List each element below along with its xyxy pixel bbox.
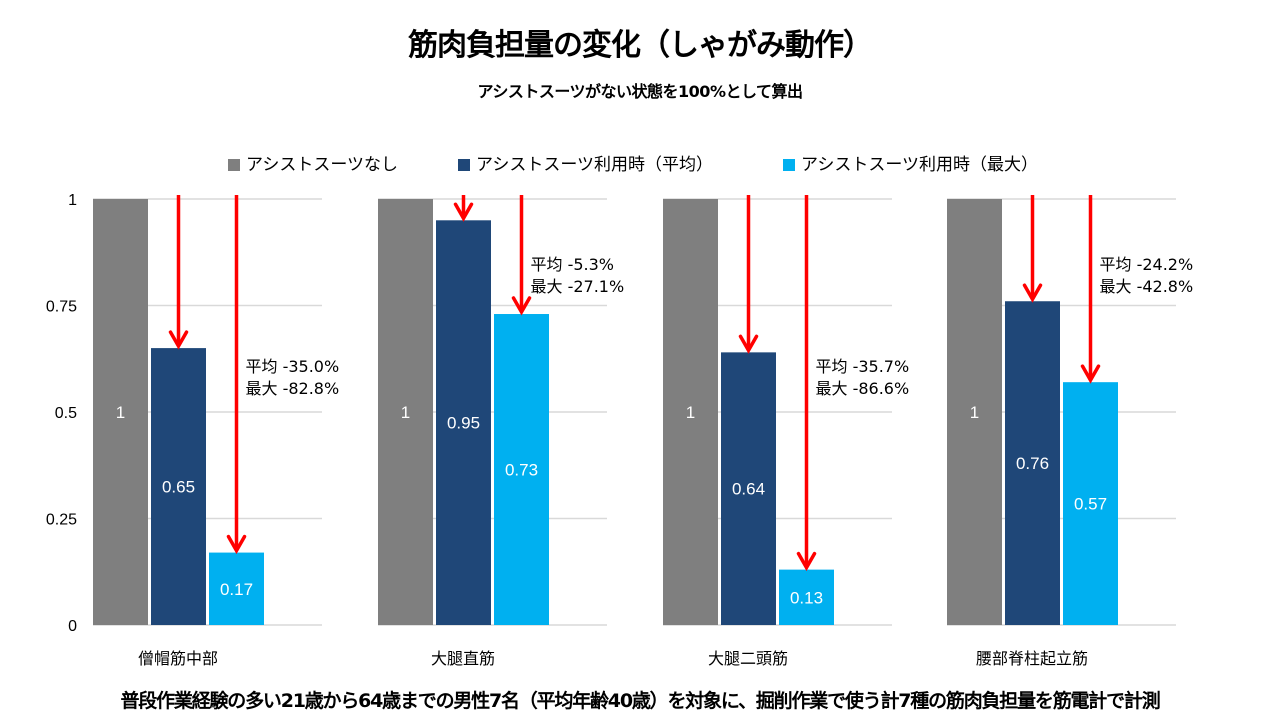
arrow-head-icon: [796, 551, 817, 572]
legend-swatch-average: [458, 159, 470, 171]
legend-swatch-max: [783, 159, 795, 171]
bar-1: [721, 352, 776, 625]
arrow-head-icon: [511, 296, 532, 316]
bar-2: [779, 569, 834, 625]
chart-subtitle: アシストスーツがない状態を100%として算出: [477, 82, 804, 101]
panel-3: 1 0.76 0.57 平均 -24.2% 最大 -42.8% 腰部脊柱起立筋: [947, 195, 1193, 668]
data-label: 0.95: [447, 414, 480, 433]
y-tick-label: 0.5: [55, 405, 77, 422]
chart-panels: 1 0.65 0.17 平均 -35.0% 最大 -82.8% 僧帽筋中部 1 0.95 0.7…: [93, 195, 1193, 668]
y-tick-label: 0.25: [46, 512, 77, 529]
category-label: 腰部脊柱起立筋: [976, 649, 1088, 668]
panel-0: 1 0.65 0.17 平均 -35.0% 最大 -82.8% 僧帽筋中部: [93, 195, 339, 668]
data-label: 0.76: [1016, 454, 1049, 473]
bar-0: [378, 199, 433, 625]
arrow-head-icon: [1080, 364, 1101, 384]
bar-1: [436, 220, 491, 626]
bar-2: [209, 552, 264, 625]
y-tick-label: 0: [68, 618, 77, 635]
legend-label-max: アシストスーツ利用時（最大）: [801, 155, 1038, 175]
bar-0: [947, 199, 1002, 625]
data-label: 0.17: [220, 580, 253, 599]
data-label: 0.64: [732, 480, 765, 499]
data-label: 0.73: [505, 461, 538, 480]
annotation-max: 最大 -82.8%: [246, 379, 340, 398]
annotation-average: 平均 -24.2%: [1100, 255, 1194, 274]
panel-1: 1 0.95 0.73 平均 -5.3% 最大 -27.1% 大腿直筋: [378, 195, 624, 668]
chart-title: 筋肉負担量の変化（しゃがみ動作）: [408, 28, 873, 63]
arrow-head-icon: [738, 334, 759, 354]
annotation-max: 最大 -27.1%: [531, 277, 625, 296]
legend-item-none: アシストスーツなし: [228, 150, 398, 175]
annotation-average: 平均 -35.7%: [816, 357, 910, 376]
bar-0: [93, 199, 148, 625]
legend-swatch-none: [228, 159, 240, 171]
data-label: 1: [686, 403, 695, 422]
bar-2: [1063, 382, 1118, 625]
bar-0: [663, 199, 718, 625]
data-label: 0.13: [790, 588, 823, 607]
legend-label-none: アシストスーツなし: [246, 155, 398, 175]
annotation-average: 平均 -5.3%: [531, 255, 615, 274]
data-label: 1: [116, 403, 125, 422]
legend-item-average: アシストスーツ利用時（平均）: [458, 150, 713, 175]
category-label: 大腿直筋: [431, 649, 495, 668]
data-label: 1: [970, 403, 979, 422]
annotation-max: 最大 -42.8%: [1100, 277, 1194, 296]
bar-1: [1005, 301, 1060, 625]
bar-2: [494, 314, 549, 625]
annotation-max: 最大 -86.6%: [816, 379, 910, 398]
arrow-head-icon: [226, 534, 247, 555]
arrow-head-icon: [453, 202, 474, 222]
data-label: 0.65: [162, 478, 195, 497]
legend: アシストスーツなし アシストスーツ利用時（平均） アシストスーツ利用時（最大）: [0, 150, 1280, 175]
legend-label-average: アシストスーツ利用時（平均）: [476, 155, 713, 175]
bar-1: [151, 348, 206, 625]
footnote: 普段作業経験の多い21歳から64歳までの男性7名（平均年齢40歳）を対象に、掘削…: [120, 690, 1161, 712]
data-label: 1: [401, 403, 410, 422]
data-label: 0.57: [1074, 495, 1107, 514]
y-tick-label: 1: [68, 192, 77, 209]
arrow-head-icon: [168, 330, 189, 350]
y-axis: 0 0.25 0.5 0.75 1: [46, 192, 77, 635]
panel-2: 1 0.64 0.13 平均 -35.7% 最大 -86.6% 大腿二頭筋: [663, 195, 909, 668]
category-label: 大腿二頭筋: [708, 649, 788, 668]
legend-item-max: アシストスーツ利用時（最大）: [783, 150, 1038, 175]
y-tick-label: 0.75: [46, 299, 77, 316]
annotation-average: 平均 -35.0%: [246, 357, 340, 376]
category-label: 僧帽筋中部: [138, 649, 218, 668]
arrow-head-icon: [1022, 283, 1043, 303]
